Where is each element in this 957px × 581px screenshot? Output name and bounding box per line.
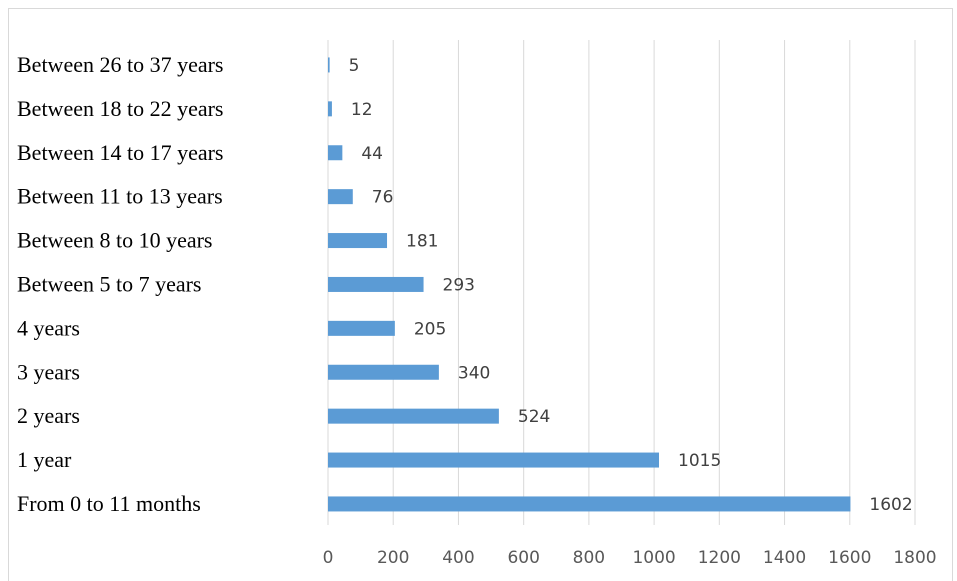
gridlines <box>327 40 916 525</box>
category-label: 1 year <box>17 447 72 472</box>
bar <box>328 496 851 512</box>
bar <box>328 189 353 205</box>
bar <box>328 276 424 292</box>
category-label: Between 26 to 37 years <box>17 52 224 77</box>
category-label: Between 14 to 17 years <box>17 140 224 165</box>
x-tick-label: 400 <box>442 548 474 568</box>
category-label: Between 8 to 10 years <box>17 228 213 253</box>
bars <box>328 57 851 512</box>
data-label: 5 <box>349 56 360 76</box>
x-tick-label: 1200 <box>698 548 741 568</box>
data-label: 1602 <box>869 495 912 515</box>
data-label: 293 <box>443 275 475 295</box>
data-label: 340 <box>458 363 490 383</box>
category-label: Between 5 to 7 years <box>17 271 202 296</box>
x-tick-label: 1800 <box>893 548 936 568</box>
category-label: 3 years <box>17 359 80 384</box>
x-tick-label: 0 <box>323 548 334 568</box>
x-tick-label: 1600 <box>828 548 871 568</box>
x-tick-label: 800 <box>573 548 605 568</box>
data-label: 1015 <box>678 451 721 471</box>
bar <box>328 145 343 161</box>
bar <box>328 101 332 117</box>
x-tick-label: 1000 <box>632 548 675 568</box>
data-labels: 1602 1015 524 340 205 293 181 76 44 12 5 <box>349 56 913 515</box>
bar <box>328 452 660 468</box>
category-label: Between 11 to 13 years <box>17 184 223 209</box>
bar <box>328 364 439 380</box>
bar <box>328 57 330 73</box>
category-label: 2 years <box>17 403 80 428</box>
bar <box>328 320 395 336</box>
category-labels: From 0 to 11 months 1 year 2 years 3 years 4… <box>17 52 224 516</box>
bar <box>328 233 388 249</box>
x-tick-label: 1400 <box>763 548 806 568</box>
data-label: 76 <box>372 188 394 208</box>
x-tick-label: 600 <box>507 548 539 568</box>
data-label: 44 <box>361 144 383 164</box>
data-label: 181 <box>406 232 438 252</box>
category-label: Between 18 to 22 years <box>17 96 224 121</box>
data-label: 524 <box>518 407 550 427</box>
x-tick-label: 200 <box>377 548 409 568</box>
data-label: 205 <box>414 319 446 339</box>
x-axis-tick-labels: 0 200 400 600 800 1000 1200 1400 1600 1800 <box>323 548 937 568</box>
data-label: 12 <box>351 100 373 120</box>
bar <box>328 408 499 424</box>
category-label: 4 years <box>17 315 80 340</box>
category-label: From 0 to 11 months <box>17 491 201 516</box>
chart-frame <box>8 8 953 581</box>
